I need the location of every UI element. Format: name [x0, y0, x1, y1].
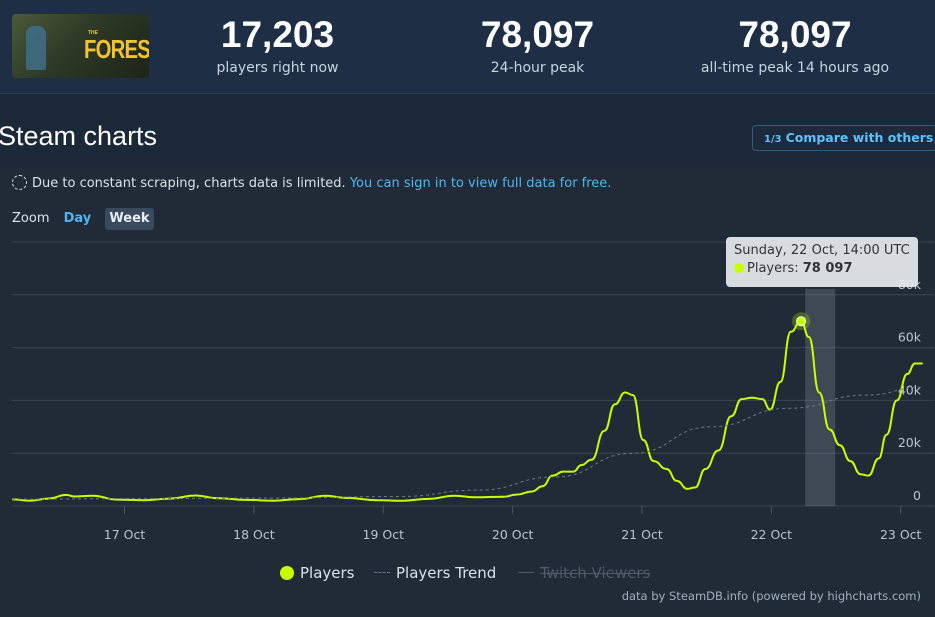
legend-twitch-viewers[interactable]: Twitch Viewers [518, 562, 650, 584]
tooltip-value-row: Players: 78 097 [734, 261, 910, 276]
logo-small-text: THE [88, 30, 98, 36]
players-dot-icon [280, 566, 294, 580]
players-line [11, 320, 923, 502]
trend-line [11, 386, 923, 500]
x-tick-label: 17 Oct [104, 527, 146, 542]
logo-title-text: FOREST [84, 34, 149, 64]
stat-label: players right now [216, 60, 339, 76]
game-logo[interactable]: THE FOREST [12, 14, 149, 78]
chart-tooltip: Sunday, 22 Oct, 14:00 UTC Players: 78 09… [726, 237, 918, 287]
legend-label: Twitch Viewers [540, 564, 651, 582]
stat-label: 24-hour peak [490, 60, 585, 76]
stats-header: THE FOREST 17,203 players right now 78,0… [0, 0, 935, 94]
tooltip-series: Players: [747, 261, 799, 276]
x-tick-label: 21 Oct [621, 527, 663, 542]
x-tick-label: 23 Oct [880, 527, 922, 542]
tooltip-date: Sunday, 22 Oct, 14:00 UTC [734, 243, 910, 258]
legend-players[interactable]: Players [280, 562, 355, 584]
peak-point [796, 316, 807, 327]
legend-players-trend[interactable]: Players Trend [374, 562, 496, 584]
tooltip-value: 78 097 [802, 261, 853, 276]
y-tick-label: 40k [898, 382, 922, 397]
sign-in-link[interactable]: You can sign in to view full data for fr… [349, 176, 612, 191]
x-tick-label: 22 Oct [751, 527, 793, 542]
fraction-icon: 1/3 [764, 134, 782, 145]
stat-value: 78,097 [480, 14, 595, 55]
compare-label: Compare with others... [785, 130, 935, 145]
legend-label: Players [300, 564, 355, 582]
x-tick-label: 20 Oct [492, 527, 534, 542]
x-tick-label: 19 Oct [363, 527, 405, 542]
hover-band [805, 288, 836, 506]
data-limit-notice: Due to constant scraping, charts data is… [12, 175, 611, 191]
x-tick-label: 18 Oct [233, 527, 275, 542]
chart-credits[interactable]: data by SteamDB.info (powered by highcha… [621, 589, 921, 603]
trend-dash-icon [374, 572, 390, 573]
y-tick-label: 20k [898, 435, 922, 450]
zoom-day-button[interactable]: Day [63, 211, 92, 226]
series-dot-icon [734, 263, 744, 273]
y-tick-label: 60k [898, 330, 922, 345]
twitch-line-icon [518, 572, 534, 573]
loading-icon [12, 175, 27, 190]
zoom-controls: Zoom Day Week [12, 208, 154, 230]
notice-text: Due to constant scraping, charts data is… [32, 176, 346, 191]
page-title: Steam charts [0, 121, 158, 151]
stat-value: 78,097 [738, 14, 852, 55]
logo-figure [26, 26, 46, 70]
compare-button[interactable]: 1/3 Compare with others... [752, 125, 935, 151]
zoom-week-button[interactable]: Week [105, 208, 154, 230]
stat-players-now: 17,203 players right now [200, 12, 355, 78]
legend-label: Players Trend [396, 564, 497, 582]
y-tick-label: 0 [913, 488, 921, 503]
stat-label: all-time peak 14 hours ago [700, 60, 890, 76]
stat-value: 17,203 [220, 14, 335, 55]
stat-all-time-peak: 78,097 all-time peak 14 hours ago [695, 12, 895, 78]
stat-24h-peak: 78,097 24-hour peak [455, 12, 620, 78]
zoom-label: Zoom [12, 211, 50, 226]
